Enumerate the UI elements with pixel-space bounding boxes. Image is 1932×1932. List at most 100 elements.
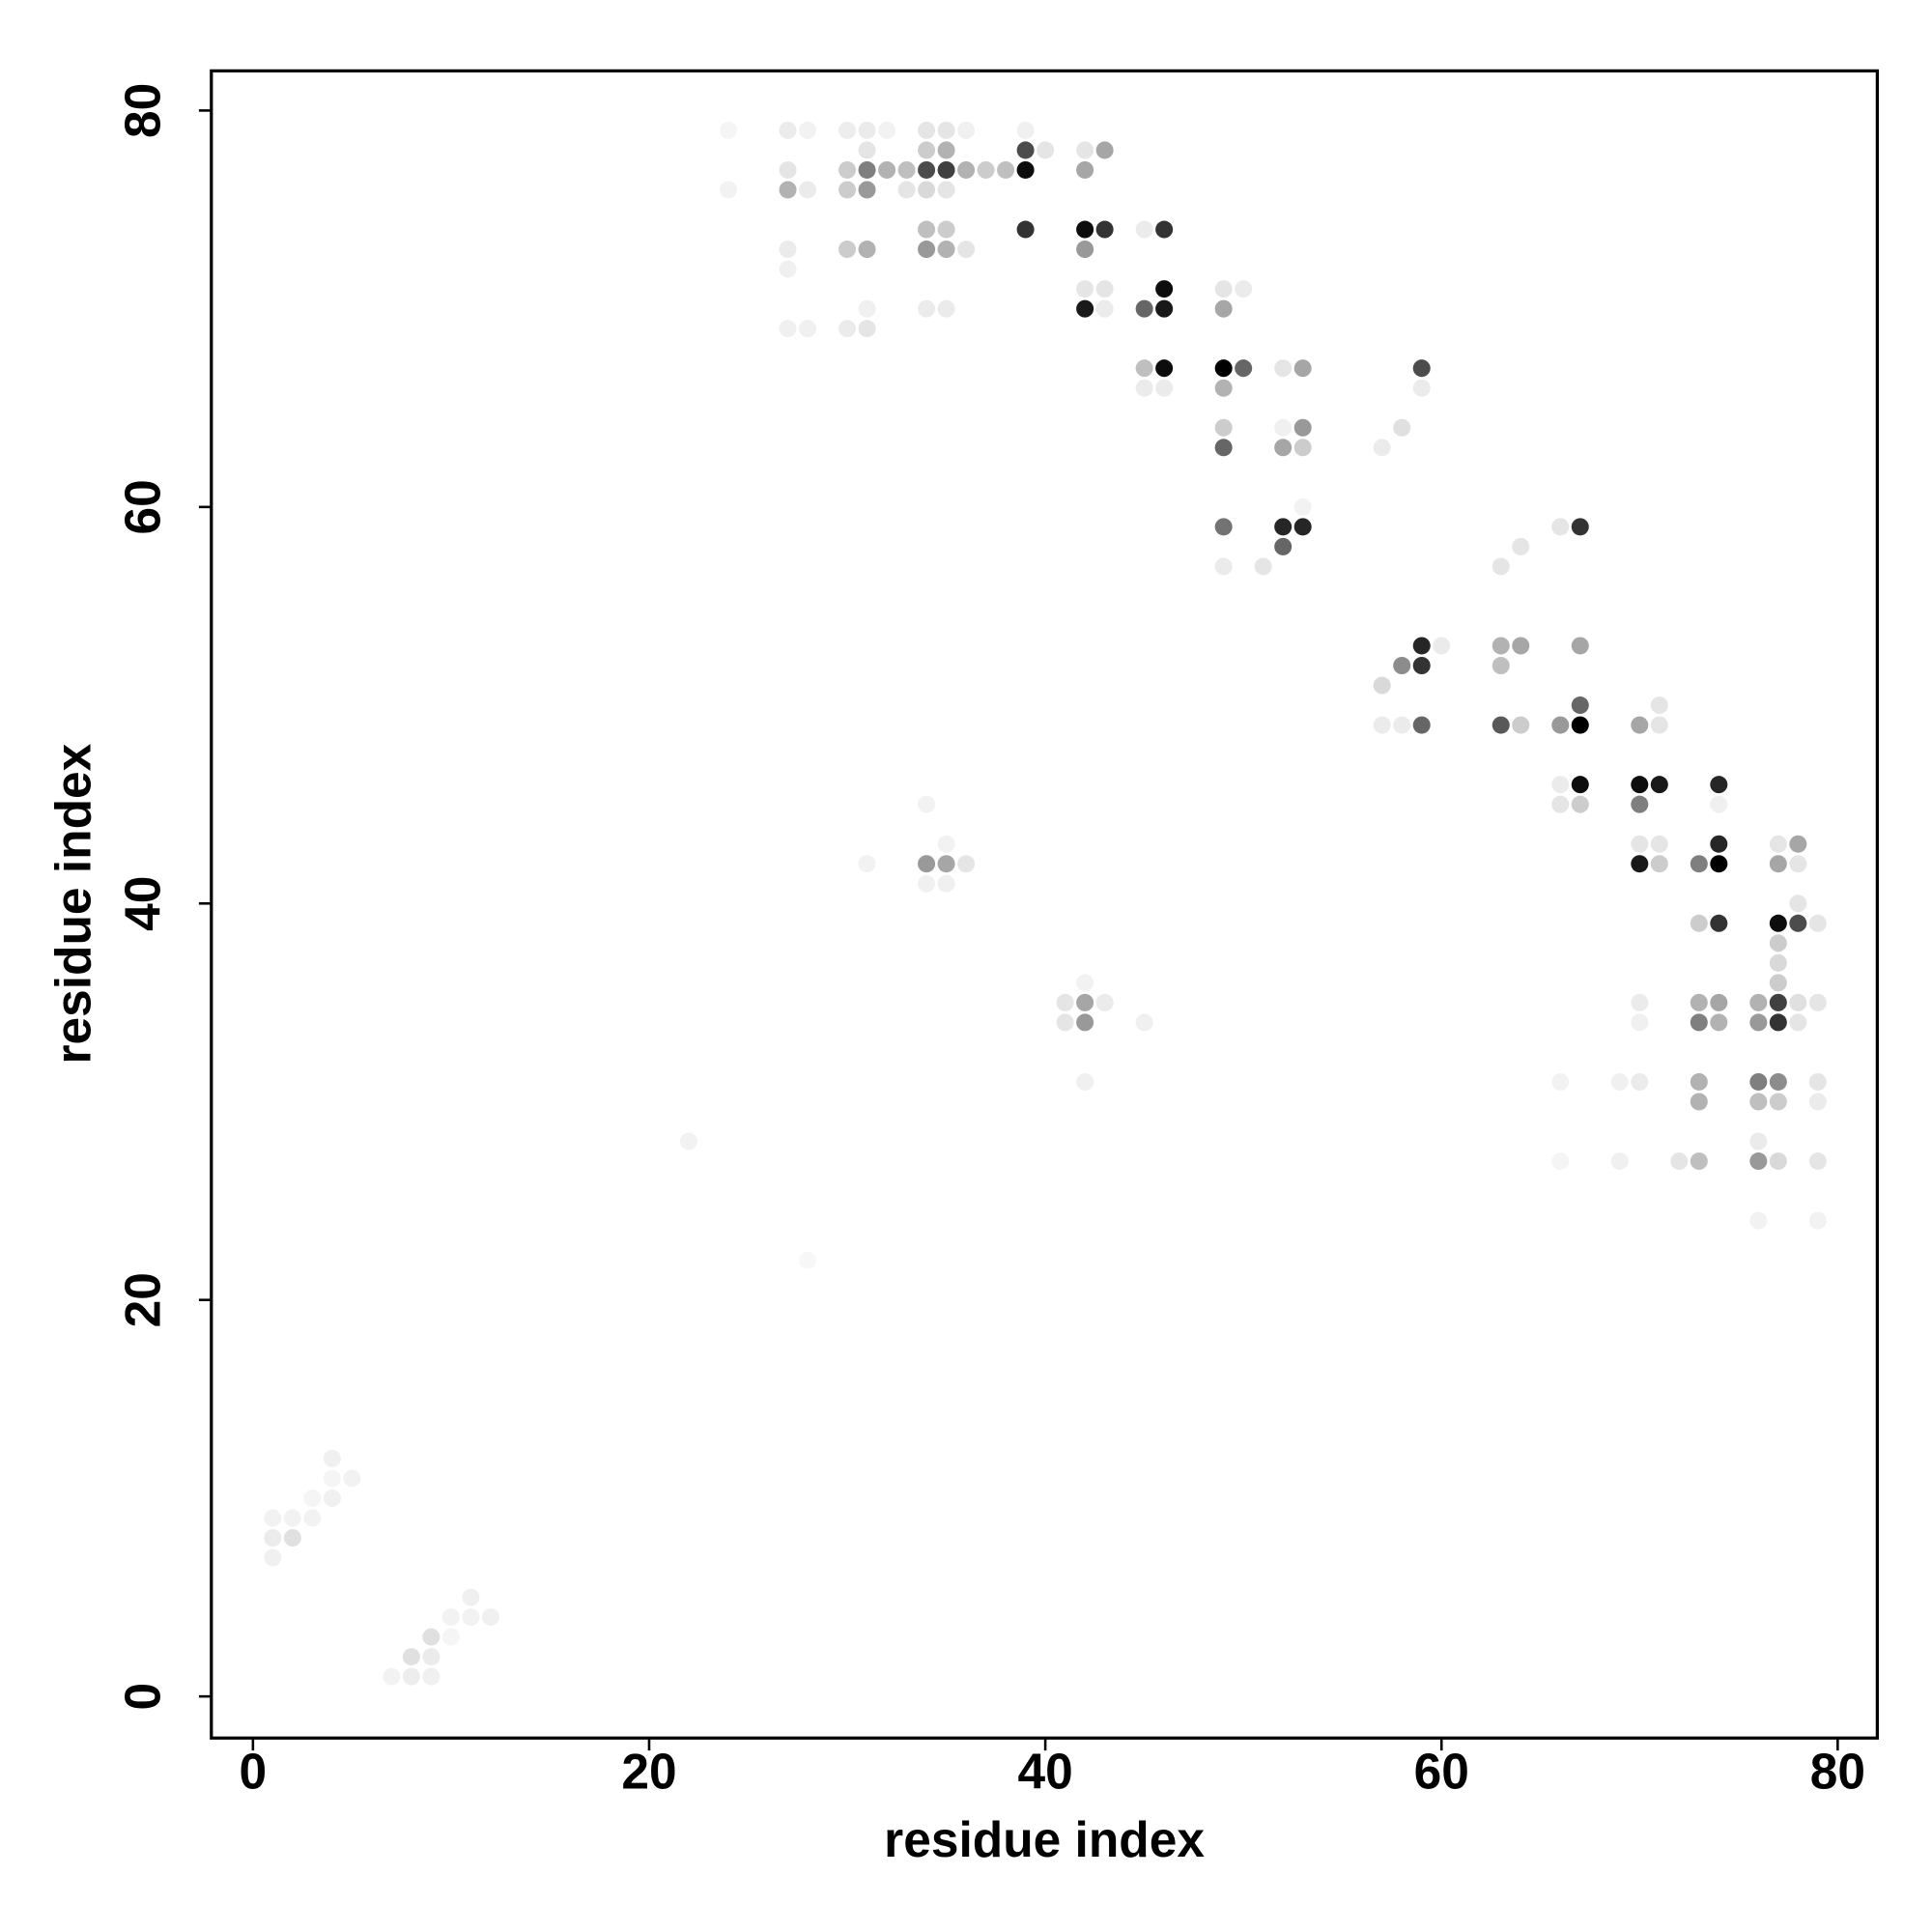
contact-point: [1373, 676, 1391, 695]
contact-point: [977, 160, 995, 179]
contact-point: [997, 160, 1015, 179]
contact-point: [462, 1588, 480, 1606]
contact-point: [937, 835, 955, 853]
contact-point: [441, 1608, 460, 1627]
contact-point: [1433, 637, 1451, 655]
contact-point: [858, 160, 876, 179]
contact-point: [1650, 855, 1668, 873]
x-tick-label: 40: [1017, 1743, 1072, 1799]
contact-point: [1789, 855, 1807, 873]
contact-point: [1393, 418, 1411, 437]
contact-point: [1293, 418, 1312, 437]
contact-point: [1631, 993, 1649, 1011]
contact-point: [1412, 716, 1431, 734]
x-tick-label: 80: [1810, 1743, 1865, 1799]
contact-point: [957, 160, 976, 179]
contact-point: [1769, 835, 1787, 853]
contact-point: [1235, 280, 1253, 298]
contact-point: [1650, 776, 1668, 794]
contact-point: [1808, 1093, 1827, 1111]
contact-point: [1551, 1152, 1570, 1171]
contact-point: [918, 299, 936, 318]
contact-point: [937, 121, 955, 139]
contact-point: [1037, 141, 1055, 159]
contact-point: [1512, 716, 1530, 734]
contact-point: [1571, 776, 1589, 794]
contact-point: [1095, 299, 1114, 318]
contact-point: [1492, 557, 1510, 576]
contact-point: [402, 1648, 420, 1666]
contact-point: [1710, 795, 1728, 813]
contact-point: [1373, 716, 1391, 734]
contact-point: [303, 1489, 322, 1507]
contact-point: [1769, 1093, 1787, 1111]
contact-point: [323, 1449, 341, 1467]
contact-point: [1650, 696, 1668, 715]
x-tick-label: 60: [1414, 1743, 1469, 1799]
x-tick-label: 20: [621, 1743, 676, 1799]
contact-point: [323, 1489, 341, 1507]
contact-point: [1769, 1072, 1787, 1091]
contact-point: [1650, 716, 1668, 734]
contact-point: [1135, 299, 1153, 318]
contact-point: [1769, 993, 1787, 1011]
contact-point: [1631, 855, 1649, 873]
contact-point: [1492, 716, 1510, 734]
contact-point: [1551, 716, 1570, 734]
contact-point: [799, 320, 817, 338]
contact-point: [481, 1608, 499, 1627]
contact-point: [1076, 160, 1094, 179]
contact-point: [779, 241, 797, 259]
contact-point: [1016, 220, 1035, 239]
contact-point: [1749, 1132, 1768, 1151]
contact-point: [799, 121, 817, 139]
contact-point: [1769, 855, 1787, 873]
contact-point: [1808, 1152, 1827, 1171]
contact-point: [283, 1509, 301, 1527]
contact-point: [1393, 716, 1411, 734]
contact-point: [1095, 220, 1114, 239]
contact-point: [1016, 121, 1035, 139]
contact-point: [1076, 1013, 1094, 1032]
contact-point: [383, 1667, 401, 1686]
contact-point: [1016, 141, 1035, 159]
contact-point: [1571, 696, 1589, 715]
contact-point: [1076, 993, 1094, 1011]
contact-point: [1769, 974, 1787, 992]
contact-point: [422, 1628, 440, 1646]
contact-point: [1769, 953, 1787, 972]
contact-point: [1274, 537, 1293, 555]
contact-point: [1551, 1072, 1570, 1091]
contact-point: [1690, 1072, 1708, 1091]
contact-point: [918, 181, 936, 199]
contact-point: [937, 160, 955, 179]
contact-point: [957, 855, 976, 873]
contact-point: [878, 121, 896, 139]
contact-point: [1631, 795, 1649, 813]
contact-point: [779, 320, 797, 338]
contact-point: [1749, 993, 1768, 1011]
contact-point: [779, 181, 797, 199]
contact-point: [1749, 1211, 1768, 1230]
contact-point: [1808, 1211, 1827, 1230]
contact-point: [1789, 1013, 1807, 1032]
contact-point: [1135, 359, 1153, 378]
contact-point: [858, 855, 876, 873]
contact-point: [838, 320, 857, 338]
contact-point: [343, 1469, 361, 1488]
contact-point: [1412, 637, 1431, 655]
contact-point: [1076, 280, 1094, 298]
contact-point: [1769, 1152, 1787, 1171]
contact-point: [1214, 280, 1233, 298]
contact-point: [918, 141, 936, 159]
contact-point: [1076, 141, 1094, 159]
contact-point: [1293, 518, 1312, 536]
contact-point: [323, 1469, 341, 1488]
y-tick-label: 0: [114, 1683, 170, 1711]
contact-point: [1373, 439, 1391, 457]
contact-point: [303, 1509, 322, 1527]
contact-point: [1690, 1152, 1708, 1171]
contact-point: [1135, 1013, 1153, 1032]
y-tick-label: 40: [114, 876, 170, 931]
